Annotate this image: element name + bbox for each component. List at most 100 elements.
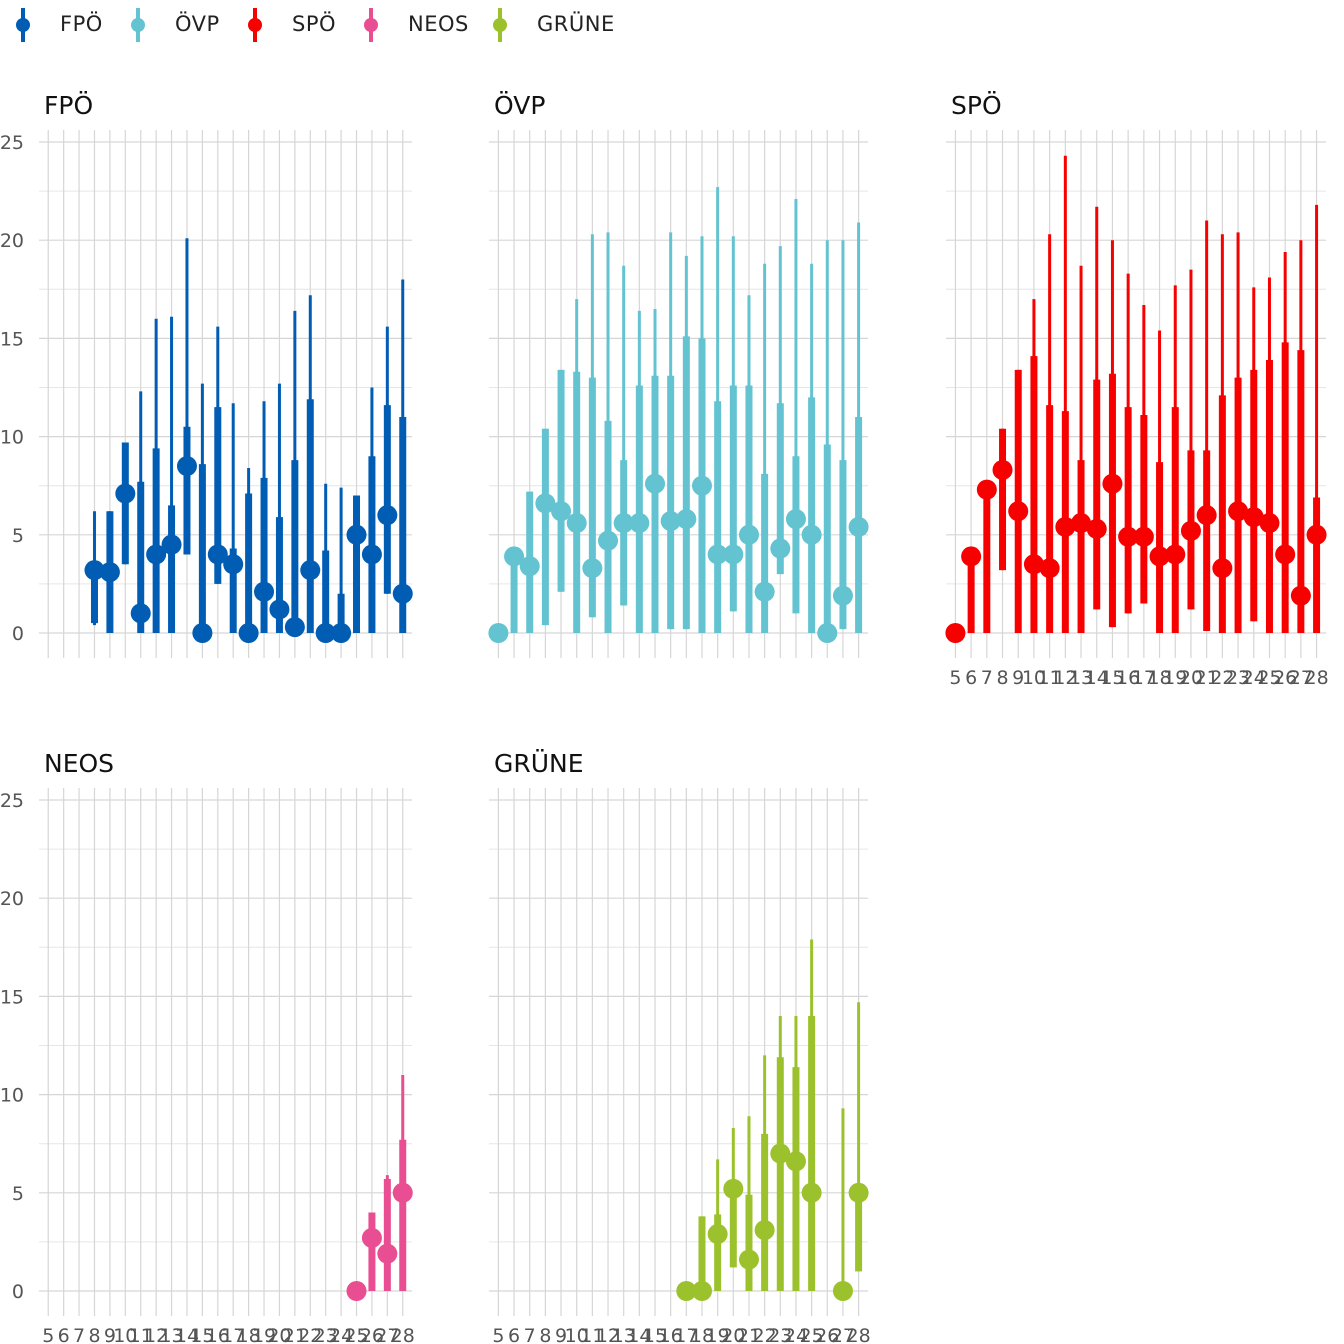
x-tick-label: 24 bbox=[784, 1325, 808, 1344]
legend-key-neos bbox=[360, 8, 382, 42]
x-tick-label: 15 bbox=[190, 1325, 214, 1344]
facet-title: FPÖ bbox=[44, 91, 93, 120]
median-point bbox=[331, 623, 352, 643]
median-point bbox=[801, 1182, 822, 1203]
legend-key-grune bbox=[489, 8, 511, 42]
median-point bbox=[238, 623, 259, 643]
median-point bbox=[723, 544, 744, 565]
x-tick-label: 18 bbox=[690, 1325, 714, 1344]
facet-övp: ÖVP bbox=[488, 91, 869, 658]
x-tick-label: 12 bbox=[596, 1325, 620, 1344]
legend: FPÖ ÖVP SPÖ NEOS GRÜNE bbox=[0, 0, 800, 50]
median-point bbox=[1306, 524, 1327, 545]
median-point bbox=[976, 479, 997, 500]
median-point bbox=[691, 475, 712, 496]
median-point bbox=[115, 483, 136, 504]
x-tick-label: 19 bbox=[1163, 667, 1187, 689]
median-point bbox=[223, 554, 244, 575]
facet-title: NEOS bbox=[44, 749, 114, 778]
median-point bbox=[1102, 473, 1123, 494]
x-tick-label: 23 bbox=[1226, 667, 1250, 689]
x-tick-label: 17 bbox=[674, 1325, 698, 1344]
x-tick-label: 24 bbox=[329, 1325, 353, 1344]
x-tick-label: 8 bbox=[88, 1325, 100, 1344]
median-point bbox=[488, 623, 509, 643]
median-point bbox=[1008, 501, 1029, 522]
x-tick-label: 5 bbox=[42, 1325, 54, 1344]
x-tick-label: 6 bbox=[508, 1325, 520, 1344]
median-point bbox=[945, 623, 966, 643]
median-point bbox=[629, 513, 650, 534]
median-point bbox=[1118, 526, 1139, 547]
x-tick-label: 9 bbox=[104, 1325, 116, 1344]
median-point bbox=[1071, 513, 1092, 534]
x-tick-label: 14 bbox=[175, 1325, 199, 1344]
median-point bbox=[598, 530, 619, 551]
legend-label-fpo: FPÖ bbox=[60, 12, 103, 36]
median-point bbox=[676, 1281, 697, 1301]
x-tick-label: 17 bbox=[1132, 667, 1156, 689]
median-point bbox=[582, 558, 603, 579]
x-tick-label: 7 bbox=[981, 667, 993, 689]
x-tick-label: 15 bbox=[1100, 667, 1124, 689]
median-point bbox=[785, 509, 806, 530]
facet-title: ÖVP bbox=[494, 91, 545, 120]
median-point bbox=[676, 509, 697, 530]
x-tick-label: 25 bbox=[1257, 667, 1281, 689]
facet-title: GRÜNE bbox=[494, 749, 584, 778]
x-tick-label: 10 bbox=[113, 1325, 137, 1344]
x-tick-label: 17 bbox=[221, 1325, 245, 1344]
facet-spö: SPÖ 5 6 7 8 910111213141516171819202122232425… bbox=[945, 91, 1329, 689]
median-point bbox=[1196, 505, 1217, 526]
x-tick-label: 20 bbox=[267, 1325, 291, 1344]
x-tick-label: 22 bbox=[753, 1325, 777, 1344]
x-tick-label: 18 bbox=[237, 1325, 261, 1344]
x-tick-label: 16 bbox=[206, 1325, 230, 1344]
median-point bbox=[738, 1249, 759, 1270]
x-tick-label: 15 bbox=[643, 1325, 667, 1344]
median-point bbox=[392, 583, 413, 604]
x-tick-label: 8 bbox=[539, 1325, 551, 1344]
legend-key-ovp bbox=[127, 8, 149, 42]
median-point bbox=[645, 473, 666, 494]
y-tick-label: 10 bbox=[0, 427, 24, 449]
median-point bbox=[691, 1281, 712, 1301]
median-point bbox=[176, 456, 197, 477]
x-tick-label: 25 bbox=[344, 1325, 368, 1344]
y-tick-label: 15 bbox=[0, 986, 24, 1008]
x-tick-label: 22 bbox=[298, 1325, 322, 1344]
median-point bbox=[1275, 544, 1296, 565]
x-tick-label: 26 bbox=[360, 1325, 384, 1344]
y-tick-label: 0 bbox=[12, 1281, 24, 1303]
x-tick-label: 11 bbox=[1038, 667, 1062, 689]
median-point bbox=[992, 459, 1013, 480]
x-tick-label: 13 bbox=[612, 1325, 636, 1344]
x-tick-label: 20 bbox=[721, 1325, 745, 1344]
x-tick-label: 28 bbox=[391, 1325, 415, 1344]
median-point bbox=[848, 516, 869, 537]
median-point bbox=[346, 524, 367, 545]
median-point bbox=[848, 1182, 869, 1203]
median-point bbox=[801, 524, 822, 545]
x-tick-label: 5 bbox=[949, 667, 961, 689]
median-point bbox=[738, 524, 759, 545]
x-tick-label: 27 bbox=[1289, 667, 1313, 689]
median-point bbox=[832, 585, 853, 606]
x-tick-label: 10 bbox=[565, 1325, 589, 1344]
median-point bbox=[1055, 516, 1076, 537]
median-point bbox=[504, 546, 525, 567]
median-point bbox=[1149, 546, 1170, 567]
x-tick-label: 14 bbox=[627, 1325, 651, 1344]
median-point bbox=[707, 544, 728, 565]
x-tick-label: 19 bbox=[706, 1325, 730, 1344]
x-tick-label: 12 bbox=[144, 1325, 168, 1344]
facet-title: SPÖ bbox=[951, 91, 1002, 120]
median-point bbox=[192, 623, 213, 643]
median-point bbox=[377, 1243, 398, 1264]
y-tick-label: 20 bbox=[0, 230, 24, 252]
legend-key-spo bbox=[244, 8, 266, 42]
median-point bbox=[146, 544, 167, 565]
x-tick-label: 5 bbox=[492, 1325, 504, 1344]
median-point bbox=[754, 1220, 775, 1241]
median-point bbox=[1290, 585, 1311, 606]
